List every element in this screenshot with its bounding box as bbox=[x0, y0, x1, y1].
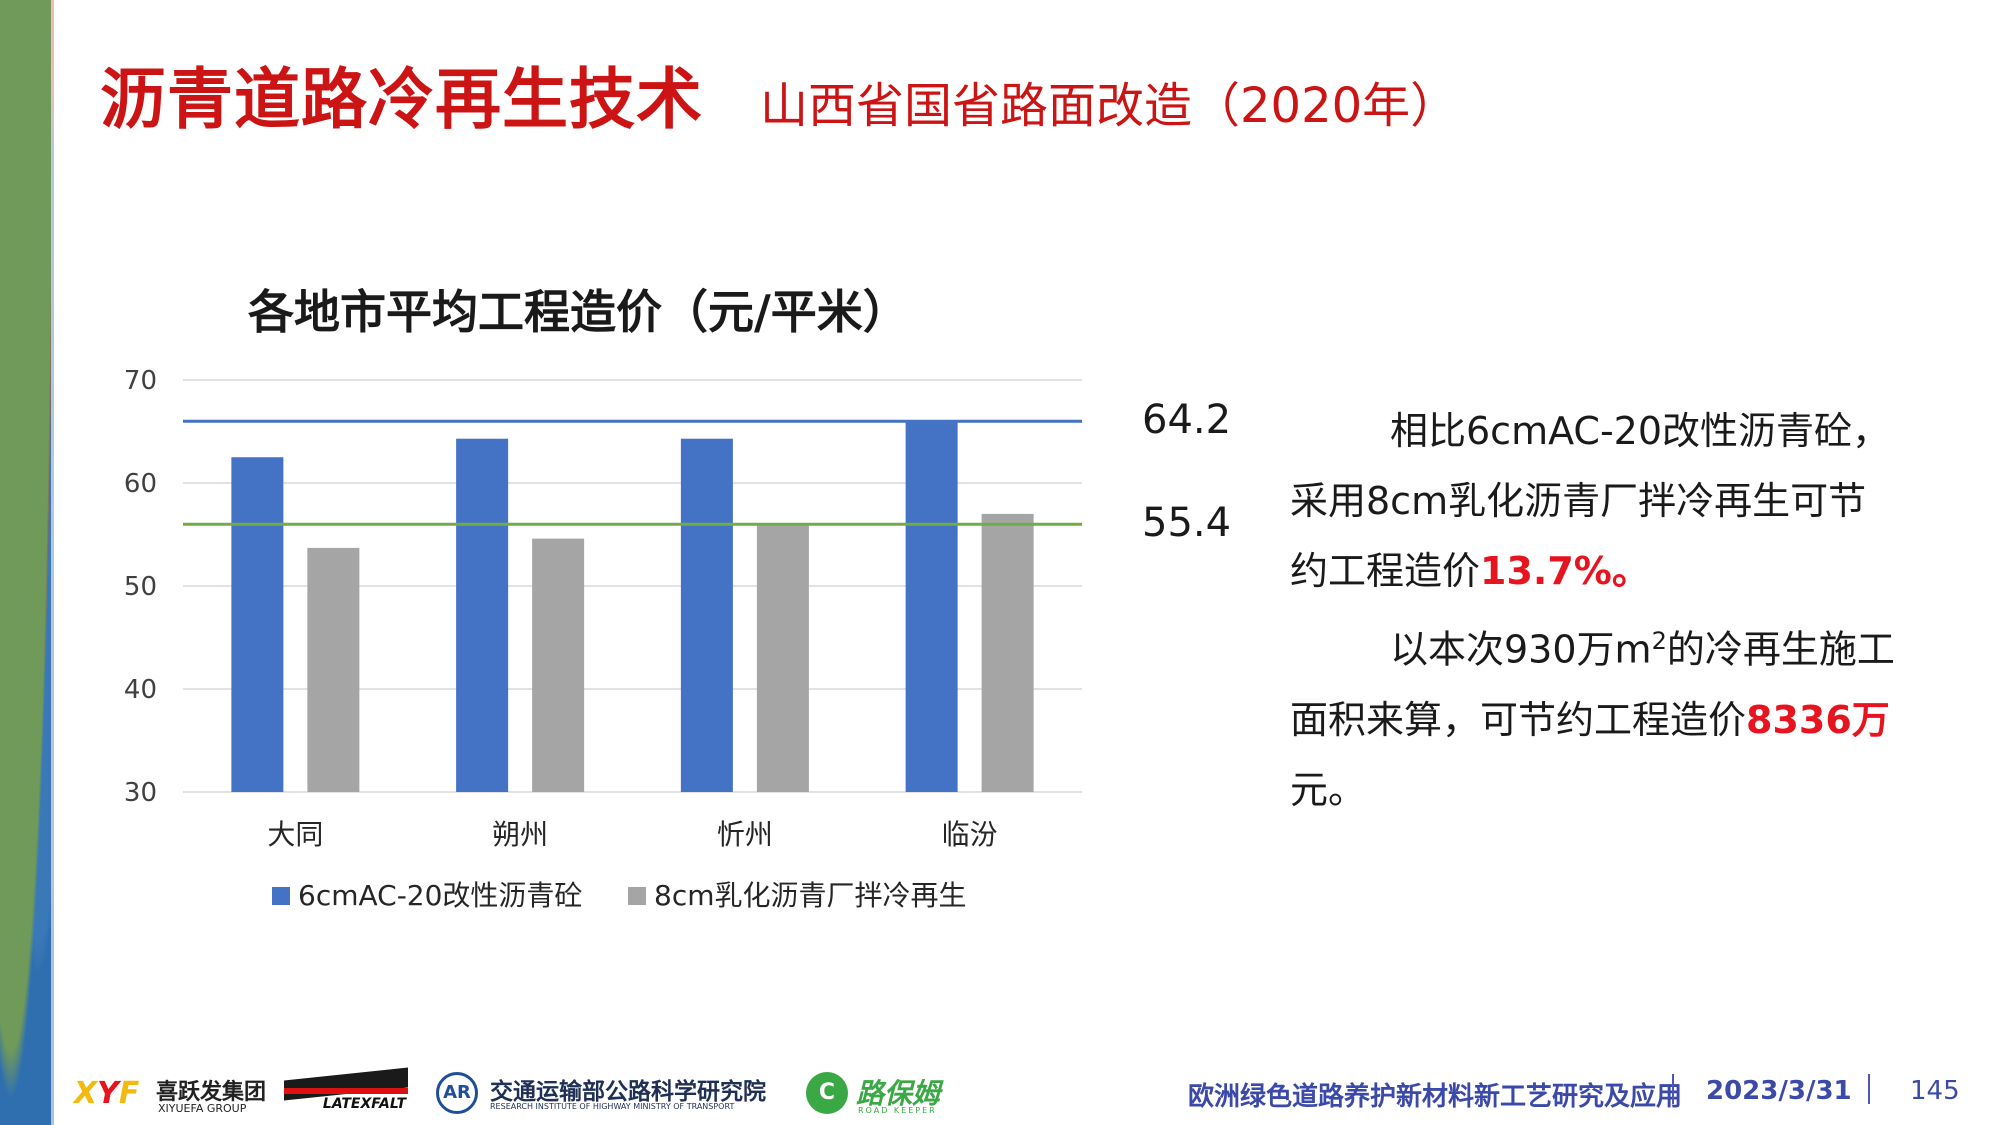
bar-cold-recycle bbox=[532, 538, 585, 792]
xiyuefa-en: XIYUEFA GROUP bbox=[158, 1102, 247, 1115]
reference-line-label: 55.4 bbox=[1142, 500, 1231, 546]
footer-divider bbox=[1672, 1074, 1674, 1104]
road-keeper-logo: C 路保姆 ROAD KEEPER bbox=[806, 1070, 956, 1120]
bar-ac20 bbox=[905, 421, 958, 792]
legend-label: 6cmAC-20改性沥青砼 bbox=[298, 879, 582, 912]
legend-label: 8cm乳化沥青厂拌冷再生 bbox=[654, 879, 967, 912]
rioh-name: 交通运输部公路科学研究院 bbox=[490, 1079, 766, 1105]
savings-percent: 13.7%。 bbox=[1480, 549, 1650, 593]
slide-subtitle: 山西省国省路面改造（2020年） bbox=[760, 78, 1459, 134]
road-keeper-emblem-icon: C bbox=[806, 1072, 848, 1114]
side-photo-strip bbox=[0, 0, 54, 1125]
rioh-logo: AR 交通运输部公路科学研究院 RESEARCH INSTITUTE OF HI… bbox=[436, 1070, 776, 1120]
x-category-label: 临汾 bbox=[942, 818, 998, 851]
xyf-mark: XYF bbox=[74, 1076, 140, 1111]
conference-title: 欧洲绿色道路养护新材料新工艺研究及应用 bbox=[1188, 1082, 1683, 1112]
description-paragraph-2: 以本次930万m2的冷再生施工面积来算，可节约工程造价8336万元。 bbox=[1290, 606, 1900, 825]
footer-date: 2023/3/31 bbox=[1706, 1076, 1852, 1106]
description-p2-text-b: 的冷再生施工面积来算，可节约工程造价 bbox=[1290, 627, 1895, 742]
y-tick-label: 40 bbox=[124, 675, 157, 705]
bar-cold-recycle bbox=[981, 513, 1034, 792]
slide-title: 沥青道路冷再生技术 bbox=[100, 61, 703, 138]
y-tick-label: 60 bbox=[124, 469, 157, 499]
xiyuefa-name: 喜跃发集团 bbox=[156, 1080, 267, 1105]
y-tick-label: 70 bbox=[124, 366, 157, 396]
savings-amount: 8336万 bbox=[1746, 697, 1890, 742]
bar-ac20 bbox=[680, 438, 733, 792]
road-keeper-name: 路保姆 bbox=[856, 1077, 941, 1110]
legend-swatch bbox=[272, 887, 290, 905]
latexfalt-text: LATEXFALT bbox=[322, 1096, 406, 1112]
footer-divider bbox=[1868, 1074, 1870, 1104]
x-category-label: 忻州 bbox=[717, 818, 773, 851]
description-p1-text: 相比6cmAC-20改性沥青砼，采用8cm乳化沥青厂拌冷再生可节约工程造价 bbox=[1290, 409, 1891, 593]
bar-ac20 bbox=[231, 457, 284, 792]
rioh-en: RESEARCH INSTITUTE OF HIGHWAY MINISTRY O… bbox=[490, 1102, 735, 1111]
road-keeper-en: ROAD KEEPER bbox=[858, 1106, 937, 1115]
description-p2-text-a: 以本次930万m bbox=[1390, 627, 1652, 672]
rioh-emblem-icon: AR bbox=[436, 1072, 478, 1114]
y-tick-label: 30 bbox=[124, 778, 157, 808]
bar-cold-recycle bbox=[756, 524, 809, 792]
description-p2-text-c: 元。 bbox=[1290, 767, 1367, 812]
xiyuefa-logo: XYF 喜跃发集团 XIYUEFA GROUP bbox=[74, 1072, 274, 1118]
superscript-2: 2 bbox=[1651, 627, 1667, 655]
x-category-label: 朔州 bbox=[492, 818, 548, 851]
description-text: 相比6cmAC-20改性沥青砼，采用8cm乳化沥青厂拌冷再生可节约工程造价13.… bbox=[1290, 396, 1900, 825]
y-tick-label: 50 bbox=[124, 572, 157, 602]
latexfalt-logo: LATEXFALT bbox=[284, 1067, 408, 1114]
bar-cold-recycle bbox=[307, 547, 360, 792]
description-paragraph-1: 相比6cmAC-20改性沥青砼，采用8cm乳化沥青厂拌冷再生可节约工程造价13.… bbox=[1290, 396, 1900, 606]
x-category-label: 大同 bbox=[267, 818, 323, 851]
page-number: 145 bbox=[1910, 1076, 1960, 1106]
legend-swatch bbox=[628, 887, 646, 905]
reference-line-label: 64.2 bbox=[1142, 397, 1231, 443]
chart-title: 各地市平均工程造价（元/平米） bbox=[248, 285, 909, 339]
bar-ac20 bbox=[456, 438, 509, 792]
